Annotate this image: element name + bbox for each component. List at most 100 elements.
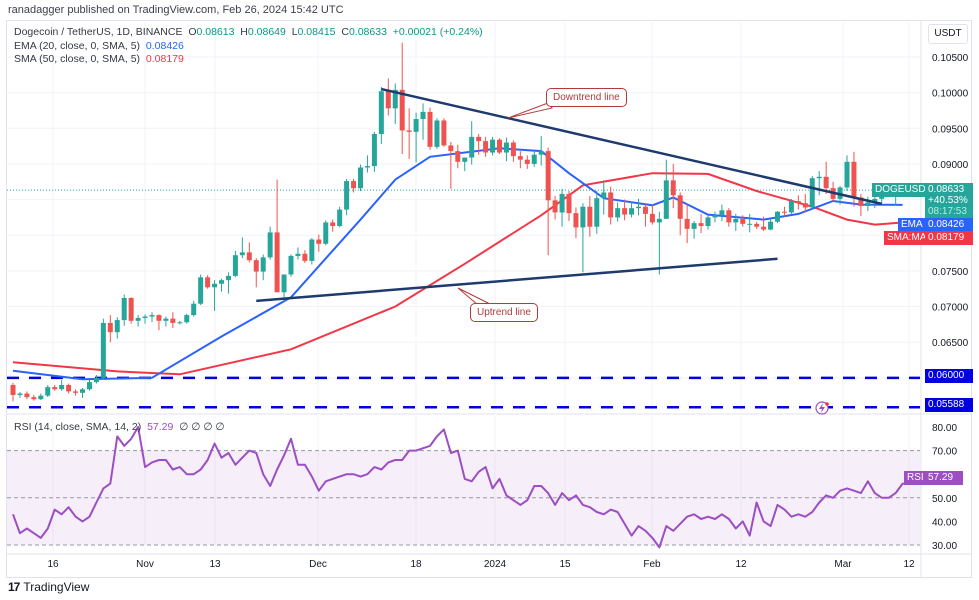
time-tick-label: Feb (643, 559, 661, 570)
candle-body (677, 195, 683, 219)
currency-button[interactable]: USDT (928, 24, 968, 44)
candle-body (740, 218, 746, 224)
candle-body (809, 178, 815, 208)
candle-body (823, 176, 829, 189)
candle-body (781, 211, 787, 213)
candle-body (163, 318, 169, 321)
price-tick-label: 0.07500 (932, 267, 969, 278)
candle (441, 118, 447, 147)
candle-body (351, 181, 357, 189)
rsi-legend[interactable]: RSI (14, close, SMA, 14, 2) 57.29 ∅ ∅ ∅ … (14, 421, 225, 433)
high-value: 0.08649 (247, 26, 286, 38)
candle (427, 107, 433, 150)
candle-body (594, 198, 600, 227)
candle (149, 312, 155, 323)
price-tick-label: 0.10500 (932, 53, 969, 64)
candle (358, 164, 363, 192)
candle (858, 193, 864, 216)
candle (566, 191, 572, 221)
candle (587, 196, 593, 237)
candle (781, 206, 787, 217)
downtrend-callout[interactable]: Downtrend line (546, 88, 627, 107)
candle-body (52, 387, 58, 390)
candle (601, 180, 607, 215)
candle-body (427, 111, 433, 147)
level-tag-1: 0.05588 (925, 398, 973, 412)
candle (719, 204, 725, 221)
candle (260, 254, 266, 281)
candle-body (503, 142, 509, 153)
candle-body (865, 202, 871, 207)
candle-body (580, 206, 586, 228)
candle (754, 221, 760, 229)
candle (642, 203, 648, 227)
rsi-tick-label: 40.00 (932, 517, 957, 528)
horizontal-levels (7, 189, 920, 409)
candle (316, 234, 322, 252)
candle-body (10, 384, 16, 395)
candle (225, 272, 231, 294)
candle-body (253, 260, 259, 272)
flash-alert-icon (815, 401, 829, 415)
sma-axis-label: SMA:MA (884, 231, 930, 245)
candle-body (455, 151, 461, 162)
sma-legend[interactable]: SMA (50, close, 0, SMA, 5) 0.08179 (14, 53, 184, 65)
time-tick-label: 15 (559, 559, 571, 570)
candle (170, 312, 176, 328)
candle (629, 201, 635, 218)
candle-body (219, 280, 224, 284)
chart-frame (6, 20, 972, 578)
candle (670, 163, 676, 209)
candle (608, 186, 614, 225)
candle-body (149, 315, 155, 317)
candle-body (698, 223, 704, 226)
candle (691, 220, 697, 239)
candle (559, 188, 565, 227)
candle (364, 155, 370, 173)
candle-body (719, 210, 725, 216)
candle (726, 208, 732, 227)
candle (580, 203, 586, 273)
candle-body (135, 317, 141, 321)
candle (302, 250, 308, 264)
candle-body (142, 316, 148, 318)
change-pct: +40.53% (928, 195, 968, 206)
candle (344, 178, 350, 216)
time-tick-label: 2024 (484, 559, 507, 570)
price-tick-label: 0.09000 (932, 160, 969, 171)
candle (309, 238, 315, 265)
candle-body (761, 226, 767, 230)
candle-body (795, 201, 801, 204)
tradingview-logo[interactable]: 17 TradingView (8, 580, 89, 594)
candle-body (100, 322, 106, 378)
candle-body (413, 119, 419, 132)
candle-body (441, 120, 447, 146)
candle-body (754, 223, 760, 227)
candle (135, 315, 141, 327)
candle (121, 294, 127, 326)
candle-body (260, 257, 266, 272)
time-tick-label: 16 (47, 559, 59, 570)
candle (733, 213, 739, 231)
candle (795, 195, 801, 210)
candle (80, 387, 85, 398)
time-tick-label: Dec (309, 559, 327, 570)
candle (38, 393, 44, 400)
candle-body (816, 176, 822, 179)
candle (100, 318, 106, 380)
candle-body (448, 145, 454, 152)
candle (747, 213, 753, 233)
candle (455, 144, 461, 169)
ema-legend[interactable]: EMA (20, close, 0, SMA, 5) 0.08426 (14, 40, 184, 52)
candle (10, 382, 16, 402)
sma-50-polyline (12, 172, 903, 376)
price-tick-label: 0.06500 (932, 338, 969, 349)
candle (844, 155, 850, 192)
candle-body (538, 151, 544, 155)
candle-body (378, 91, 384, 135)
candle-body (385, 91, 391, 109)
candle (107, 315, 113, 343)
candle (378, 86, 384, 144)
uptrend-callout[interactable]: Uptrend line (470, 303, 538, 322)
